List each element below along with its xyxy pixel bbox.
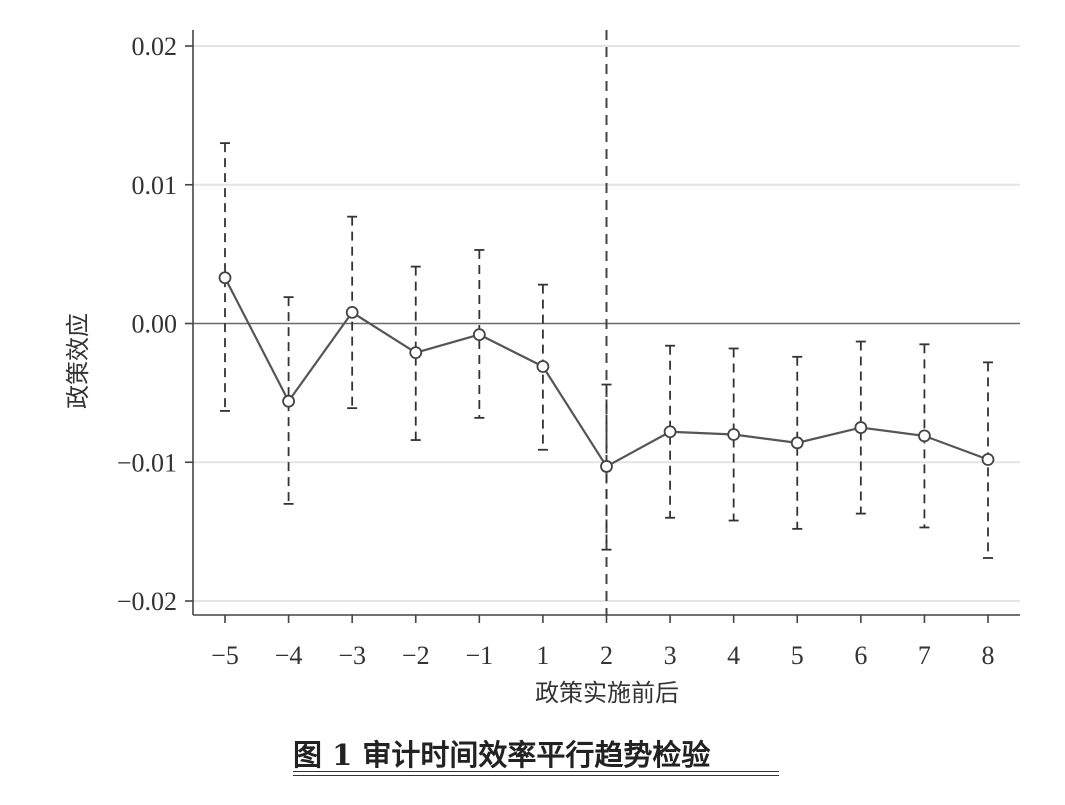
x-tick-label: −3 <box>338 641 366 670</box>
axes <box>185 30 1020 623</box>
y-tick-label: 0.02 <box>132 32 178 61</box>
figure-caption: 图 1 审计时间效率平行趋势检验 <box>293 738 711 772</box>
x-tick-label: 1 <box>536 641 549 670</box>
data-point <box>981 453 995 466</box>
y-axis-title: 政策效应 <box>64 313 92 409</box>
x-tick-label: −2 <box>402 641 430 670</box>
x-tick-label: 8 <box>982 641 995 670</box>
x-tick-label: −1 <box>465 641 493 670</box>
data-point <box>663 425 677 439</box>
x-tick-label: 5 <box>791 641 804 670</box>
chart: 0.02 0.01 0.00 −0.01 −0.02 −5 −4 −3 −2 −1 1 2 3 4 5 6 7 8… <box>64 30 1020 707</box>
points-layer <box>218 271 995 473</box>
y-tick-label: 0.00 <box>132 310 178 339</box>
data-point <box>727 428 741 441</box>
y-tick-label: −0.02 <box>117 587 177 616</box>
caption-underline <box>293 771 779 772</box>
reference-lines <box>193 30 1020 615</box>
x-tick-label: 6 <box>854 641 867 670</box>
x-tick-label: 4 <box>727 641 740 670</box>
y-tick-label: −0.01 <box>117 448 177 477</box>
x-tick-label: 2 <box>600 641 613 670</box>
x-axis-title: 政策实施前后 <box>535 679 679 707</box>
data-point <box>345 305 359 319</box>
y-tick-label: 0.01 <box>132 171 178 200</box>
caption-underline-second <box>293 775 779 776</box>
x-tick-label: −4 <box>275 641 303 670</box>
data-point <box>854 421 868 434</box>
data-point <box>282 394 295 408</box>
data-point <box>790 436 804 450</box>
data-point <box>472 328 486 342</box>
data-point <box>536 360 550 373</box>
x-tick-label: −5 <box>211 641 239 670</box>
x-tick-label: 3 <box>664 641 677 670</box>
data-point <box>218 271 232 285</box>
tick-labels: 0.02 0.01 0.00 −0.01 −0.02 −5 −4 −3 −2 −1 1 2 3 4 5 6 7 8 <box>117 32 995 670</box>
data-point <box>600 460 613 473</box>
data-point <box>918 429 931 443</box>
x-tick-label: 7 <box>918 641 931 670</box>
data-point <box>409 346 423 360</box>
